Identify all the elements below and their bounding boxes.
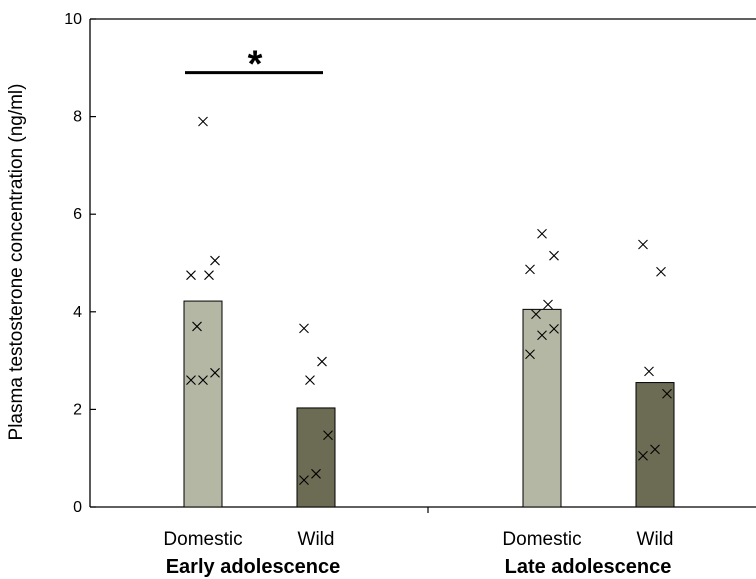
data-point-stroke <box>210 367 220 378</box>
data-point-marker <box>537 330 547 341</box>
y-tick-label: 0 <box>73 499 82 516</box>
data-point-stroke <box>638 239 648 250</box>
data-point-marker <box>210 367 220 378</box>
data-point-marker <box>299 475 309 486</box>
data-point-marker <box>198 116 208 127</box>
y-axis-title: Plasma testosterone concentration (ng/ml… <box>6 84 27 441</box>
data-point-stroke <box>537 228 547 239</box>
category-label: Domestic <box>163 529 242 550</box>
data-point-marker <box>525 349 535 360</box>
data-point-marker <box>299 323 309 334</box>
data-point-marker <box>192 321 202 332</box>
data-point-stroke <box>323 430 333 441</box>
data-point-stroke <box>549 250 559 261</box>
data-point-stroke <box>656 266 666 277</box>
group-label: Late adolescence <box>505 556 672 578</box>
data-point-marker <box>525 264 535 275</box>
data-point-marker <box>537 228 547 239</box>
y-tick-label: 10 <box>64 11 82 28</box>
data-point-marker <box>549 323 559 334</box>
group-label: Early adolescence <box>166 556 341 578</box>
data-point-marker <box>323 430 333 441</box>
data-point-stroke <box>543 299 553 310</box>
data-point-marker <box>186 375 196 386</box>
data-point-marker <box>656 266 666 277</box>
data-point-stroke <box>198 375 208 386</box>
data-point-stroke <box>299 323 309 334</box>
data-point-stroke <box>525 264 535 275</box>
y-tick-label: 2 <box>73 401 82 418</box>
category-label: Wild <box>298 529 335 550</box>
significance-star: * <box>248 44 263 86</box>
data-point-marker <box>549 250 559 261</box>
data-point-marker <box>305 375 315 386</box>
data-point-stroke <box>204 270 214 281</box>
data-point-marker <box>204 270 214 281</box>
data-point-stroke <box>638 450 648 461</box>
data-point-marker <box>311 468 321 479</box>
data-point-stroke <box>210 255 220 266</box>
data-point-stroke <box>531 309 541 320</box>
data-point-marker <box>317 356 327 367</box>
y-tick-label: 8 <box>73 109 82 126</box>
data-point-marker <box>543 299 553 310</box>
data-point-stroke <box>192 321 202 332</box>
data-point-stroke <box>305 375 315 386</box>
data-point-stroke <box>549 323 559 334</box>
data-point-stroke <box>299 475 309 486</box>
data-point-marker <box>644 366 654 377</box>
data-point-marker <box>638 450 648 461</box>
data-point-marker <box>186 270 196 281</box>
data-point-stroke <box>650 444 660 455</box>
category-label: Domestic <box>502 529 581 550</box>
data-point-stroke <box>186 270 196 281</box>
data-point-stroke <box>525 349 535 360</box>
data-point-stroke <box>644 366 654 377</box>
data-point-marker <box>531 309 541 320</box>
bar-late-adolescence-wild <box>635 382 675 508</box>
y-tick-label: 6 <box>73 206 82 223</box>
data-point-marker <box>210 255 220 266</box>
bar-early-adolescence-domestic <box>183 300 223 508</box>
data-point-stroke <box>311 468 321 479</box>
data-point-marker <box>662 388 672 399</box>
category-label: Wild <box>637 529 674 550</box>
y-tick-label: 4 <box>73 304 82 321</box>
bar-late-adolescence-domestic <box>522 308 562 508</box>
data-point-stroke <box>662 388 672 399</box>
data-point-stroke <box>537 330 547 341</box>
data-point-marker <box>638 239 648 250</box>
data-point-stroke <box>317 356 327 367</box>
data-point-stroke <box>198 116 208 127</box>
data-point-stroke <box>186 375 196 386</box>
data-point-marker <box>650 444 660 455</box>
bar-early-adolescence-wild <box>296 407 336 508</box>
data-point-marker <box>198 375 208 386</box>
